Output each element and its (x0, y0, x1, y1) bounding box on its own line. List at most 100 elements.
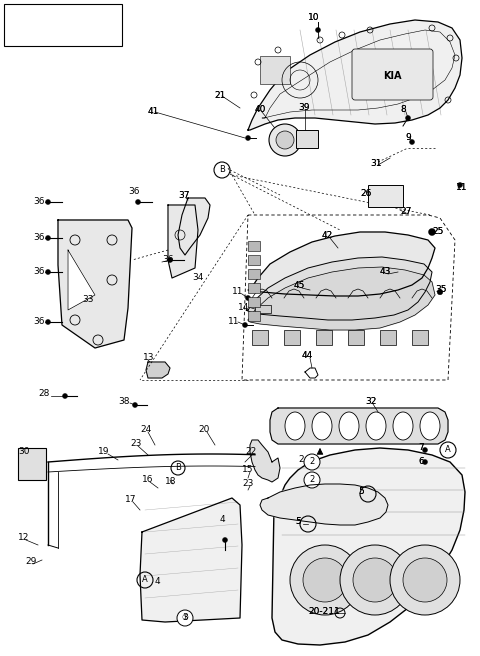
Text: 32: 32 (365, 398, 376, 407)
Circle shape (269, 124, 301, 156)
Text: 11: 11 (456, 182, 468, 192)
Text: 13: 13 (143, 354, 155, 363)
Polygon shape (272, 448, 465, 645)
Text: 28: 28 (38, 390, 49, 398)
Text: 15: 15 (242, 466, 253, 474)
Text: 36: 36 (33, 318, 45, 327)
Text: 40: 40 (255, 106, 266, 115)
Circle shape (390, 545, 460, 615)
Text: 35: 35 (435, 285, 446, 295)
Circle shape (340, 545, 410, 615)
Circle shape (46, 319, 50, 325)
Text: 20-211: 20-211 (308, 607, 340, 617)
Bar (4, 4, 122, 46)
Text: 27: 27 (400, 207, 411, 216)
Bar (248, 311, 260, 321)
Bar (316, 330, 332, 345)
Text: 18: 18 (165, 478, 177, 487)
FancyBboxPatch shape (352, 49, 433, 100)
Bar (248, 297, 260, 307)
Text: 21: 21 (214, 91, 226, 100)
Polygon shape (248, 267, 435, 330)
Text: 20-211: 20-211 (308, 607, 340, 617)
Text: 44: 44 (302, 350, 313, 359)
Polygon shape (270, 408, 448, 444)
Text: 11: 11 (232, 287, 243, 297)
Bar (248, 269, 260, 279)
Circle shape (406, 115, 410, 121)
Polygon shape (146, 362, 170, 378)
Ellipse shape (285, 412, 305, 440)
Circle shape (135, 199, 141, 205)
Text: 10: 10 (308, 14, 320, 22)
Circle shape (422, 447, 428, 453)
Bar (348, 330, 364, 345)
Text: 45: 45 (294, 281, 305, 289)
Text: 10: 10 (308, 14, 320, 22)
Text: 26: 26 (360, 190, 372, 199)
Bar (248, 255, 260, 265)
Text: 7: 7 (418, 443, 424, 453)
Text: 23: 23 (242, 480, 253, 489)
Text: 37: 37 (178, 190, 190, 199)
Bar (260, 56, 290, 84)
Text: 4: 4 (155, 577, 161, 586)
Text: 31: 31 (370, 159, 382, 167)
Text: 5: 5 (358, 487, 364, 497)
Text: 8: 8 (400, 106, 406, 115)
Text: 45: 45 (294, 281, 305, 289)
Text: 6: 6 (418, 457, 424, 466)
Circle shape (422, 459, 428, 464)
Bar (284, 330, 300, 345)
Circle shape (303, 558, 347, 602)
Bar (380, 330, 396, 345)
Bar (18, 448, 46, 480)
Text: 22: 22 (245, 447, 256, 457)
Text: NOTE: NOTE (8, 7, 38, 17)
Text: 39: 39 (298, 104, 310, 112)
Polygon shape (248, 20, 462, 130)
Polygon shape (248, 232, 435, 296)
Ellipse shape (339, 412, 359, 440)
Text: 6: 6 (418, 457, 424, 466)
Text: 2: 2 (310, 457, 314, 466)
Bar (248, 241, 260, 251)
Bar (255, 305, 271, 313)
Text: 41: 41 (148, 108, 159, 117)
Text: 33: 33 (82, 295, 94, 304)
Circle shape (46, 270, 50, 274)
Text: 27: 27 (400, 207, 411, 216)
Circle shape (304, 472, 320, 488)
Text: A: A (142, 575, 148, 584)
Circle shape (315, 28, 321, 33)
Polygon shape (246, 257, 432, 320)
Ellipse shape (393, 412, 413, 440)
Polygon shape (58, 220, 132, 348)
Polygon shape (250, 440, 280, 482)
Text: 35: 35 (435, 285, 446, 295)
Bar (368, 185, 403, 207)
Text: 19: 19 (98, 447, 109, 457)
Circle shape (46, 236, 50, 241)
Circle shape (46, 199, 50, 205)
Text: 36: 36 (33, 197, 45, 207)
Text: 5: 5 (295, 518, 301, 527)
Text: 17: 17 (125, 495, 136, 504)
Text: 38: 38 (118, 398, 130, 407)
Text: 24: 24 (140, 426, 151, 434)
Text: 5: 5 (295, 518, 301, 527)
Polygon shape (178, 198, 210, 255)
Text: 21: 21 (214, 91, 226, 100)
Circle shape (168, 258, 172, 262)
Text: 2: 2 (310, 476, 314, 485)
Text: 30: 30 (18, 447, 29, 457)
Polygon shape (168, 205, 198, 278)
Text: A: A (445, 445, 451, 455)
Text: 11: 11 (456, 182, 468, 192)
Text: 29: 29 (25, 558, 36, 567)
Text: THE NO. 1 :  ① ~ ②: THE NO. 1 : ① ~ ② (8, 28, 88, 37)
Text: ①: ① (181, 613, 189, 623)
Text: 36: 36 (162, 255, 173, 264)
Circle shape (177, 610, 193, 626)
Circle shape (353, 558, 397, 602)
